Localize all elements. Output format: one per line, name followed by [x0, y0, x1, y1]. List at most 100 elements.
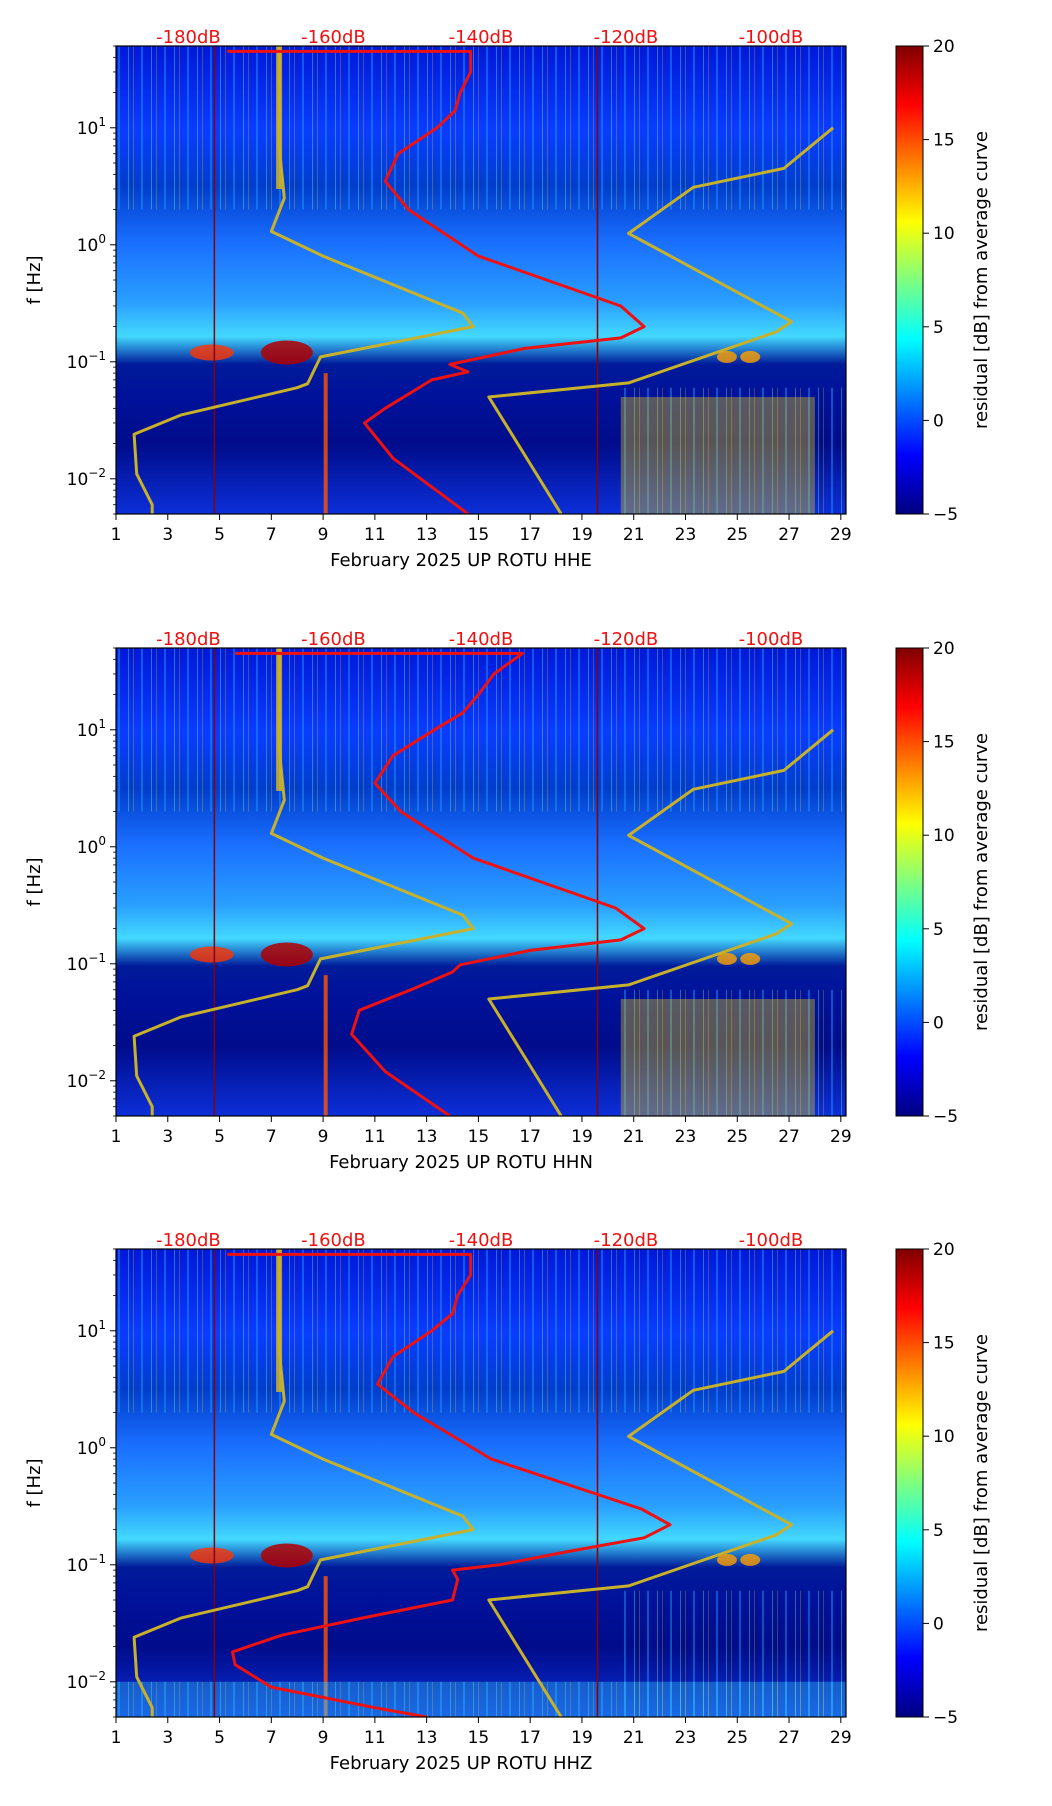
- x-tick-label: 23: [675, 1127, 697, 1147]
- db-scale-label: -140dB: [449, 1230, 514, 1251]
- colorbar-tick-label: 10: [933, 1427, 955, 1447]
- colorbar: [895, 1248, 924, 1718]
- colorbar-tick-label: 15: [933, 733, 955, 753]
- colorbar-tick-label: −5: [933, 1708, 958, 1728]
- db-scale-label: -120dB: [594, 1230, 659, 1251]
- low-frequency-band-tint: [116, 1681, 846, 1717]
- colorbar-label: residual [dB] from average curve: [971, 1334, 992, 1632]
- db-scale-label: -120dB: [594, 27, 659, 48]
- y-tick-label: 101: [77, 115, 106, 139]
- x-tick-label: 27: [778, 1127, 800, 1147]
- colorbar-tick-label: −5: [933, 505, 958, 525]
- x-tick-label: 25: [726, 525, 748, 545]
- db-scale-label: -160dB: [301, 1230, 366, 1251]
- x-tick-label: 1: [111, 1728, 122, 1748]
- x-tick-label: 17: [519, 525, 541, 545]
- low-frequency-band: [116, 1681, 846, 1717]
- colorbar-tick-label: 5: [933, 318, 944, 338]
- energy-hotspot: [740, 350, 761, 363]
- db-scale-label: -160dB: [301, 629, 366, 650]
- energy-hotspot: [189, 946, 234, 963]
- y-tick-label: 10−2: [67, 466, 106, 490]
- energy-hotspot: [189, 1547, 234, 1564]
- noise-model-line: [487, 126, 835, 514]
- colorbar-tick-label: 5: [933, 1521, 944, 1541]
- energy-hotspot: [740, 952, 761, 965]
- y-tick-label: 10−1: [67, 1552, 106, 1576]
- colorbar-tick-label: 15: [933, 131, 955, 151]
- colorbar-tick-label: 5: [933, 920, 944, 940]
- x-tick-label: 25: [726, 1728, 748, 1748]
- x-tick-label: 9: [318, 1728, 329, 1748]
- y-tick-label: 10−1: [67, 951, 106, 975]
- db-scale-label: -100dB: [739, 27, 804, 48]
- x-tick-label: 19: [571, 525, 593, 545]
- x-tick-label: 17: [519, 1728, 541, 1748]
- low-frequency-energy: [620, 999, 815, 1116]
- x-tick-label: 7: [266, 1127, 277, 1147]
- spectrogram-image: [116, 648, 846, 1116]
- colorbar-tick-label: 10: [933, 826, 955, 846]
- x-tick-label: 27: [778, 1728, 800, 1748]
- low-frequency-energy: [620, 397, 815, 514]
- x-tick-label: 11: [364, 525, 386, 545]
- spectrogram-streaks-lower: [618, 387, 846, 514]
- x-tick-label: 5: [214, 1127, 225, 1147]
- x-tick-label: 27: [778, 525, 800, 545]
- x-tick-label: 21: [623, 1728, 645, 1748]
- noise-model-line: [487, 728, 835, 1116]
- chart-panel-2: 1 3 5 7 9 11 13 15 17 19 21 23 25 27 2910−210−1100101F…: [24, 629, 992, 1173]
- db-scale-label: -180dB: [156, 27, 221, 48]
- energy-hotspot: [716, 952, 737, 965]
- noise-model-line: [132, 648, 475, 1116]
- y-tick-label: 101: [77, 717, 106, 741]
- chart-panel-1: 1 3 5 7 9 11 13 15 17 19 21 23 25 27 2910−210−1100101F…: [24, 27, 992, 571]
- colorbar-tick-label: 0: [933, 1013, 944, 1033]
- x-tick-label: 23: [675, 525, 697, 545]
- noise-model-line: [132, 46, 475, 514]
- x-tick-label: 3: [162, 1728, 173, 1748]
- colorbar-tick-label: 0: [933, 411, 944, 431]
- energy-hotspot: [189, 344, 234, 361]
- y-tick-label: 10−2: [67, 1068, 106, 1092]
- y-tick-label: 10−2: [67, 1669, 106, 1693]
- energy-hotspot: [260, 942, 313, 967]
- y-tick-label: 101: [77, 1318, 106, 1342]
- x-tick-label: 13: [416, 1127, 438, 1147]
- db-scale-label: -160dB: [301, 27, 366, 48]
- x-axis-label: February 2025 UP ROTU HHN: [329, 1152, 593, 1173]
- colorbar-label: residual [dB] from average curve: [971, 131, 992, 429]
- spectrogram-streaks-upper: [116, 648, 846, 812]
- db-scale-label: -180dB: [156, 629, 221, 650]
- x-tick-label: 5: [214, 1728, 225, 1748]
- x-axis-label: February 2025 UP ROTU HHZ: [330, 1753, 593, 1774]
- y-tick-label: 100: [77, 1435, 106, 1459]
- noise-model-line: [132, 1249, 475, 1717]
- y-axis-label: f [Hz]: [24, 1458, 45, 1507]
- y-axis-label: f [Hz]: [24, 255, 45, 304]
- x-tick-label: 7: [266, 1728, 277, 1748]
- colorbar-tick-label: 20: [933, 639, 955, 659]
- energy-hotspot: [716, 350, 737, 363]
- x-tick-label: 19: [571, 1127, 593, 1147]
- x-tick-label: 1: [111, 1127, 122, 1147]
- db-scale-label: -140dB: [449, 27, 514, 48]
- y-tick-label: 100: [77, 834, 106, 858]
- db-scale-label: -180dB: [156, 1230, 221, 1251]
- spectrogram-streaks-upper: [116, 46, 846, 210]
- x-tick-label: 9: [318, 525, 329, 545]
- x-tick-label: 7: [266, 525, 277, 545]
- x-tick-label: 3: [162, 1127, 173, 1147]
- x-tick-label: 21: [623, 1127, 645, 1147]
- x-tick-label: 29: [830, 525, 852, 545]
- colorbar-tick-label: 10: [933, 224, 955, 244]
- y-tick-label: 10−1: [67, 349, 106, 373]
- spectrogram-streaks-upper: [116, 1249, 846, 1413]
- x-tick-label: 3: [162, 525, 173, 545]
- x-tick-label: 17: [519, 1127, 541, 1147]
- energy-streak: [323, 1576, 328, 1717]
- psd-curve-line: [227, 49, 646, 514]
- x-tick-label: 9: [318, 1127, 329, 1147]
- db-scale-label: -120dB: [594, 629, 659, 650]
- psd-curve-line: [227, 1252, 672, 1717]
